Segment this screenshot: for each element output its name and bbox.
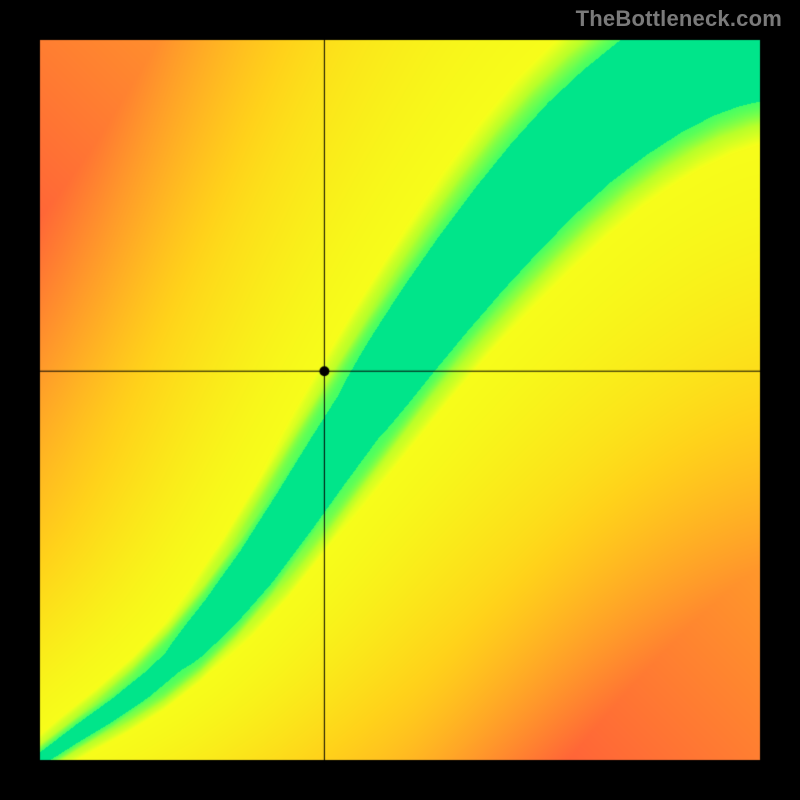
figure-container: TheBottleneck.com (0, 0, 800, 800)
heatmap-canvas (0, 0, 800, 800)
watermark-text: TheBottleneck.com (576, 6, 782, 32)
